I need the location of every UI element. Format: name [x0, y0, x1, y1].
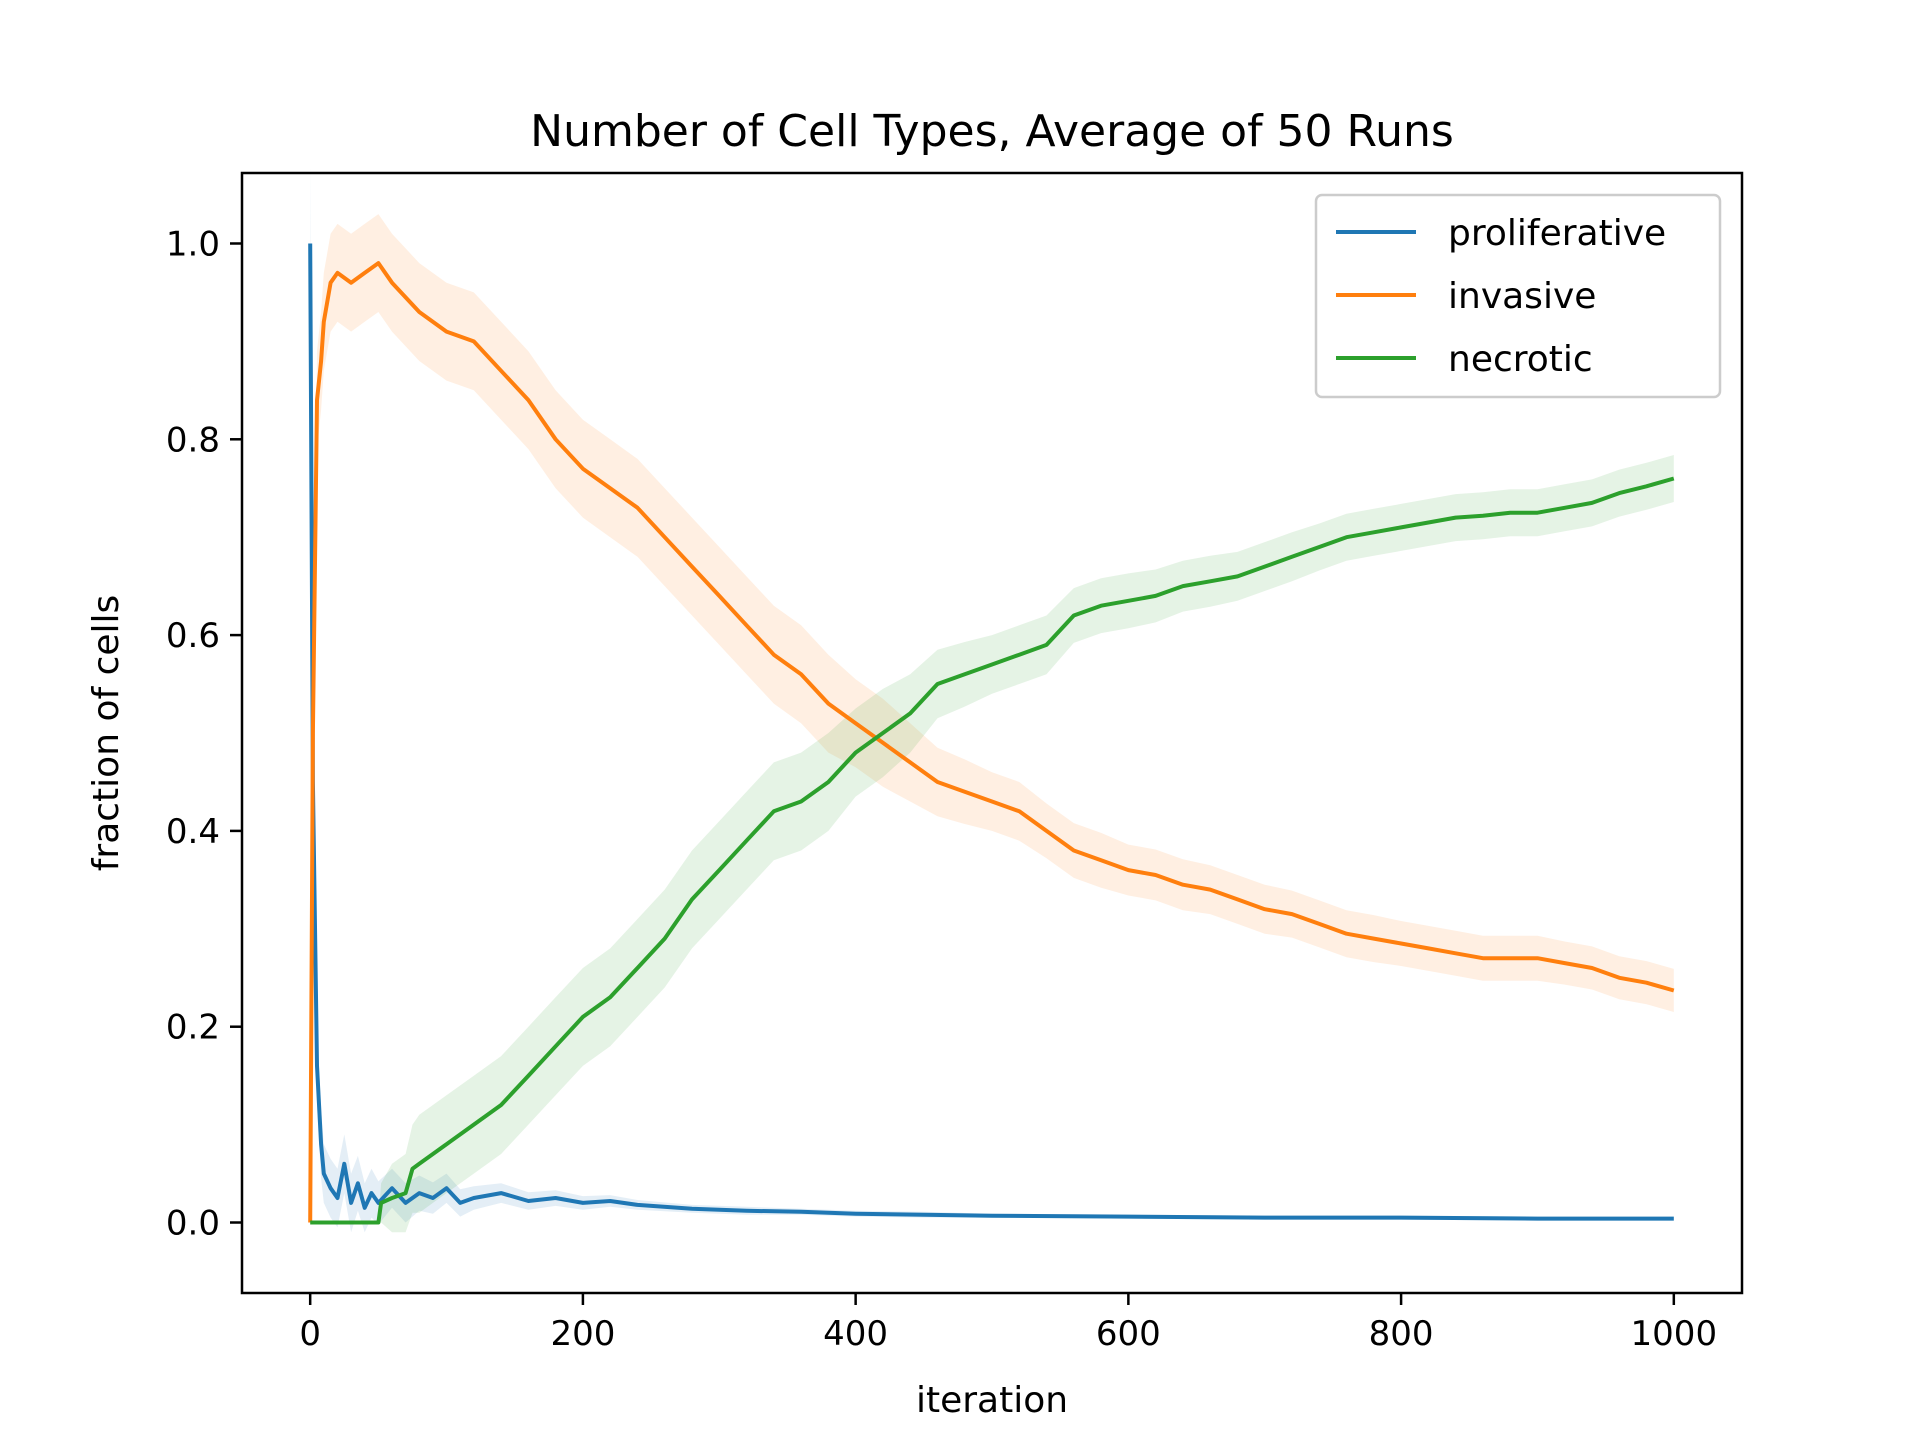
x-axis-label: iteration	[916, 1380, 1068, 1421]
y-axis: 0.0 0.2 0.4 0.6 0.8 1.0	[166, 224, 242, 1244]
y-tick-label: 0.6	[166, 616, 220, 656]
x-tick-label: 400	[823, 1314, 888, 1354]
confidence-bands	[310, 165, 1674, 1233]
y-axis-label: fraction of cells	[86, 595, 127, 872]
legend-label-invasive: invasive	[1448, 276, 1596, 317]
x-tick-label: 600	[1096, 1314, 1161, 1354]
series-line-proliferative	[308, 243, 1674, 1221]
y-tick-label: 0.2	[166, 1008, 220, 1048]
legend-label-proliferative: proliferative	[1448, 213, 1666, 254]
x-axis: 0 200 400 600 800 1000	[299, 1293, 1717, 1354]
y-tick-label: 0.8	[166, 420, 220, 460]
x-tick-label: 0	[299, 1314, 321, 1354]
x-tick-label: 200	[550, 1314, 615, 1354]
y-tick-label: 0.0	[166, 1204, 220, 1244]
legend-label-necrotic: necrotic	[1448, 339, 1593, 380]
chart-title: Number of Cell Types, Average of 50 Runs	[530, 106, 1454, 157]
legend-box	[1314, 193, 1722, 399]
legend: proliferative invasive necrotic	[1314, 193, 1722, 399]
band-necrotic	[310, 455, 1674, 1233]
y-tick-label: 0.4	[166, 812, 220, 852]
x-tick-label: 1000	[1631, 1314, 1718, 1354]
series-lines	[308, 243, 1675, 1225]
series-line-necrotic	[310, 476, 1675, 1225]
series-line-invasive	[308, 261, 1675, 1223]
y-tick-label: 1.0	[166, 224, 220, 264]
band-invasive	[310, 214, 1674, 1223]
x-tick-label: 800	[1369, 1314, 1434, 1354]
plot-area-frame	[240, 171, 1744, 1295]
